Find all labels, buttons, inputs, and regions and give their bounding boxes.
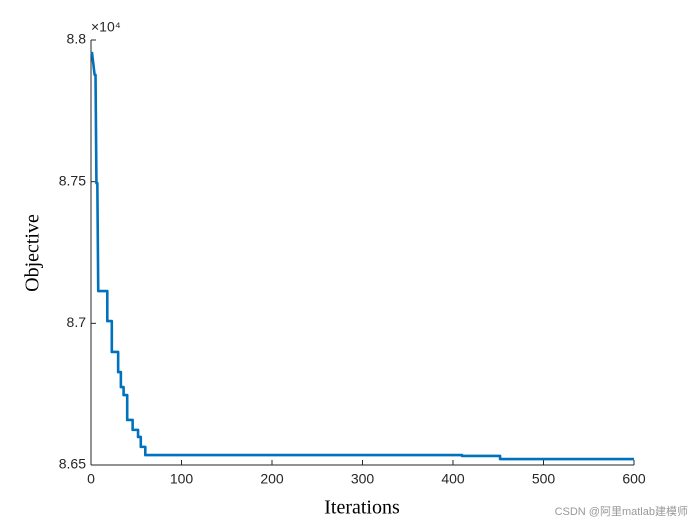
y-axis-label: Objective <box>22 214 44 292</box>
x-tick-label: 500 <box>532 471 556 487</box>
y-tick-label: 8.7 <box>67 314 87 330</box>
y-tick-label: 8.65 <box>59 456 86 472</box>
x-tick-label: 600 <box>622 471 646 487</box>
watermark: CSDN @阿里matlab建模师 <box>555 504 688 518</box>
x-tick-label: 100 <box>170 471 194 487</box>
x-tick-label: 0 <box>87 471 95 487</box>
data-line <box>90 51 634 461</box>
y-tick-label: 8.75 <box>59 172 86 188</box>
x-tick-label: 200 <box>260 471 284 487</box>
x-axis-label: Iterations <box>324 497 400 519</box>
y-tick-label: 8.8 <box>67 31 87 47</box>
x-tick-label: 400 <box>441 471 465 487</box>
y-exponent-label: ×10⁴ <box>91 19 121 35</box>
x-tick-label: 300 <box>351 471 375 487</box>
